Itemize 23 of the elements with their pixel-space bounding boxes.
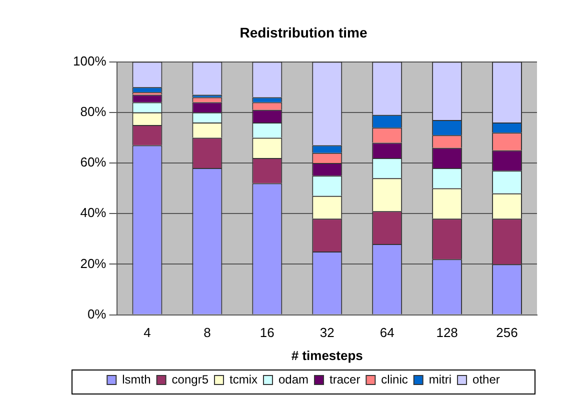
chart-title: Redistribution time bbox=[240, 24, 368, 40]
legend-label: mitri bbox=[428, 372, 452, 386]
x-axis-title: # timesteps bbox=[291, 348, 363, 363]
legend-label: odam bbox=[278, 372, 309, 386]
y-tick-label: 100% bbox=[73, 53, 107, 68]
legend-label: lsmth bbox=[122, 372, 151, 386]
x-tick-label: 16 bbox=[260, 325, 274, 340]
y-tick-label: 0% bbox=[87, 306, 107, 322]
x-tick-label: 128 bbox=[436, 325, 458, 340]
legend-label: other bbox=[472, 372, 500, 386]
x-tick-label: 256 bbox=[496, 325, 518, 340]
legend-label: clinic bbox=[381, 372, 408, 386]
legend-label: congr5 bbox=[172, 372, 209, 386]
x-tick-label: 8 bbox=[204, 325, 211, 340]
x-tick-label: 4 bbox=[144, 325, 151, 340]
x-tick-label: 64 bbox=[380, 325, 394, 340]
y-tick-label: 60% bbox=[80, 154, 107, 170]
legend-label: tracer bbox=[330, 372, 360, 386]
y-tick-label: 20% bbox=[80, 256, 107, 271]
y-tick-label: 80% bbox=[80, 104, 107, 119]
y-tick-label: 40% bbox=[80, 205, 107, 220]
legend-label: tcmix bbox=[229, 372, 258, 386]
x-tick-label: 32 bbox=[320, 325, 334, 340]
